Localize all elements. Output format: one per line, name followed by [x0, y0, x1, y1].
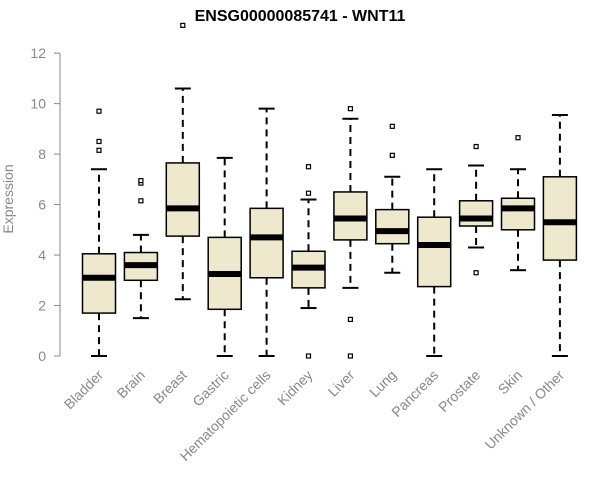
category-label: Pancreas — [388, 367, 441, 420]
outlier-point — [96, 108, 102, 114]
outlier-point — [347, 106, 353, 112]
box-group — [500, 135, 536, 272]
box-group — [458, 143, 494, 276]
outlier-point — [305, 190, 312, 196]
outlier-point — [515, 135, 521, 141]
outlier-point — [473, 143, 479, 150]
chart-title: ENSG00000085741 - WNT11 — [194, 8, 406, 25]
y-tick-label: 10 — [30, 96, 46, 112]
outlier-point — [96, 147, 102, 153]
outlier-point — [305, 353, 312, 359]
box-group — [165, 22, 201, 301]
iqr-box — [81, 253, 117, 314]
outlier-point — [389, 152, 395, 158]
box-group — [416, 168, 452, 357]
iqr-box — [165, 162, 201, 237]
iqr-box — [458, 200, 494, 227]
iqr-box — [375, 208, 410, 245]
outlier-point — [96, 138, 102, 145]
category-label: Kidney — [274, 367, 316, 409]
category-label: Bladder — [61, 367, 107, 413]
box-group — [207, 156, 242, 357]
outlier-point — [180, 22, 186, 28]
outlier-point — [305, 164, 312, 170]
box-layer — [81, 22, 578, 359]
box-group — [123, 177, 159, 320]
y-tick-label: 6 — [38, 197, 46, 213]
y-tick-label: 8 — [38, 146, 46, 162]
outlier-point — [389, 123, 395, 129]
iqr-box — [249, 207, 284, 279]
outlier-point — [138, 177, 144, 184]
box-group — [249, 107, 284, 357]
box-group — [81, 108, 117, 357]
box-group — [291, 164, 326, 359]
category-label: Lung — [366, 367, 399, 400]
category-label: Brain — [114, 367, 148, 401]
y-tick-label: 12 — [30, 45, 46, 61]
category-label: Liver — [325, 367, 358, 400]
category-label: Unknown / Other — [481, 367, 567, 453]
category-label: Breast — [150, 367, 190, 407]
outlier-point — [347, 316, 353, 323]
axis-layer: 0 2 4 6 8 10 12 — [30, 45, 61, 364]
category-label: Skin — [495, 367, 526, 398]
iqr-box — [500, 197, 536, 231]
y-tick-label: 2 — [38, 298, 46, 314]
y-axis-title: Expression — [0, 164, 16, 233]
y-tick-label: 0 — [38, 348, 46, 364]
box-group — [542, 113, 578, 357]
y-tick-label: 4 — [38, 247, 46, 263]
outlier-point — [138, 198, 144, 204]
outlier-point — [347, 353, 353, 359]
category-label: Prostate — [435, 367, 483, 415]
iqr-box — [416, 216, 452, 288]
box-group — [333, 106, 368, 359]
box-group — [375, 123, 410, 274]
iqr-box — [542, 176, 578, 261]
outlier-point — [473, 270, 479, 276]
